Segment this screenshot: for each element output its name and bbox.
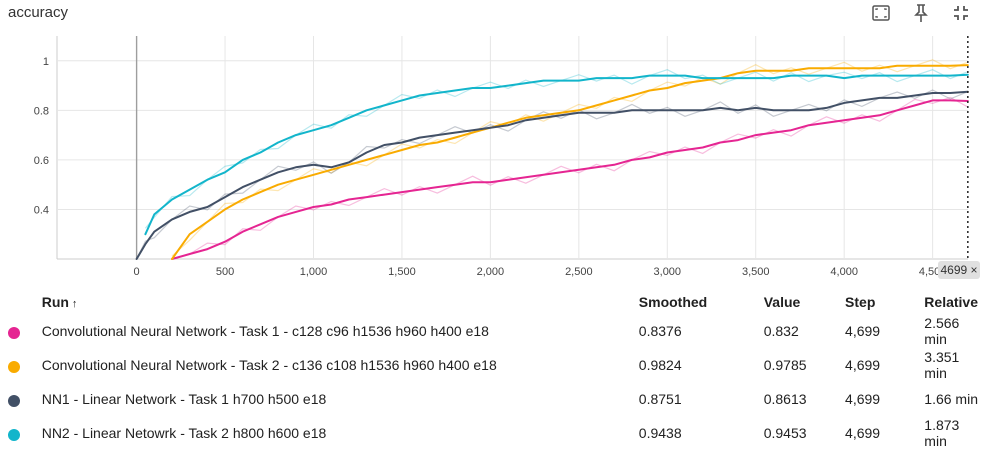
table-row[interactable]: Convolutional Neural Network - Task 1 - … — [0, 314, 982, 348]
x-tick-label: 500 — [216, 266, 234, 278]
smoothed-series-line — [144, 73, 969, 236]
smoothed-series-line — [171, 99, 969, 260]
x-tick-label: 3,500 — [742, 266, 770, 278]
smoothed-series-line — [171, 64, 969, 260]
run-name: Convolutional Neural Network - Task 1 - … — [41, 323, 489, 339]
table-row[interactable]: NN2 - Linear Netowrk - Task 2 h800 h600 … — [0, 416, 982, 450]
accuracy-line-chart: 0.4 0.6 0.8 1 0 500 1,000 1,500 2,000 2,500 3,000 3… — [34, 36, 980, 279]
x-tick-label: 1,500 — [388, 266, 416, 278]
collapse-button[interactable] — [948, 2, 974, 24]
smoothed-value: 0.8376 — [638, 323, 682, 339]
y-tick-label: 1 — [43, 56, 49, 68]
step-cell: 4,699 — [845, 425, 881, 441]
raw-series-line — [171, 59, 969, 257]
value-cell: 0.832 — [763, 323, 799, 339]
fit-domain-button[interactable] — [868, 2, 894, 24]
step-cell: 4,699 — [845, 357, 881, 373]
y-tick-label: 0.6 — [34, 155, 49, 167]
run-color-dot — [8, 326, 20, 339]
smoothed-series-line — [135, 90, 969, 260]
chart-toolbar — [868, 2, 974, 24]
step-cell: 4,699 — [845, 391, 881, 407]
run-color-dot — [8, 394, 20, 407]
collapse-icon — [954, 6, 968, 20]
run-name: NN1 - Linear Network - Task 1 h700 h500 … — [41, 391, 327, 407]
step-column-header[interactable]: Step — [845, 294, 876, 310]
relative-cell: 3.351 min — [924, 349, 960, 381]
value-cell: 0.8613 — [763, 391, 807, 407]
step-cell: 4,699 — [845, 323, 881, 339]
x-tick-label: 0 — [134, 266, 140, 278]
pin-icon — [914, 4, 928, 22]
smoothed-column-header[interactable]: Smoothed — [638, 294, 708, 310]
relative-column-header[interactable]: Relative — [924, 294, 978, 310]
hover-step-label: 4699 × — [940, 263, 977, 277]
y-tick-label: 0.8 — [34, 105, 49, 117]
smoothed-value: 0.9438 — [638, 425, 682, 441]
value-cell: 0.9785 — [763, 357, 807, 373]
x-tick-label: 2,500 — [565, 266, 593, 278]
table-row[interactable]: NN1 - Linear Network - Task 1 h700 h500 … — [0, 382, 982, 416]
table-row[interactable]: Convolutional Neural Network - Task 2 - … — [0, 348, 982, 382]
run-color-dot — [8, 360, 20, 373]
sort-ascending-icon: ↑ — [71, 298, 78, 310]
relative-cell: 2.566 min — [924, 315, 960, 347]
run-name: Convolutional Neural Network - Task 2 - … — [41, 357, 497, 373]
run-name: NN2 - Linear Netowrk - Task 2 h800 h600 … — [41, 425, 327, 441]
smoothed-value: 0.8751 — [638, 391, 682, 407]
runs-table: Run ↑ Smoothed Value Step Relative Convol… — [0, 290, 982, 450]
fit-domain-icon — [872, 5, 890, 21]
run-column-header[interactable]: Run ↑ — [41, 294, 78, 310]
chart-title: accuracy — [8, 4, 69, 21]
y-tick-label: 0.4 — [34, 204, 49, 216]
run-color-dot — [8, 428, 20, 441]
value-column-header[interactable]: Value — [763, 294, 801, 310]
smoothed-value: 0.9824 — [638, 357, 682, 373]
pin-button[interactable] — [908, 2, 934, 24]
table-header-row: Run ↑ Smoothed Value Step Relative — [0, 290, 982, 314]
hover-step-badge — [938, 261, 980, 279]
relative-cell: 1.66 min — [924, 391, 978, 407]
x-tick-label: 1,000 — [300, 266, 328, 278]
x-tick-label: 4,000 — [830, 266, 858, 278]
x-tick-label: 2,000 — [477, 266, 505, 278]
value-cell: 0.9453 — [763, 425, 807, 441]
x-tick-label: 3,000 — [654, 266, 682, 278]
raw-series-line — [171, 96, 969, 260]
relative-cell: 1.873 min — [924, 417, 960, 449]
